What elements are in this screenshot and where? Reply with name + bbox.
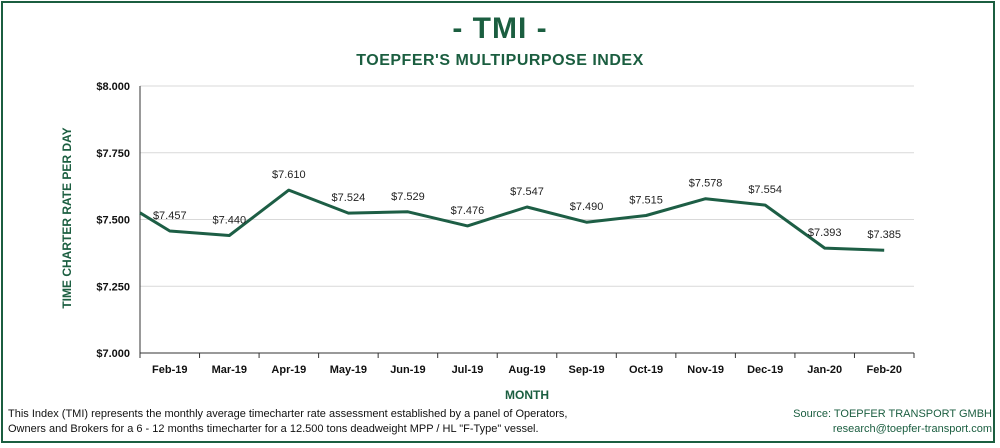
data-label: $7.578: [689, 178, 723, 190]
y-axis-title: TIME CHARTER RATE PER DAY: [60, 127, 74, 308]
x-axis-title: MONTH: [505, 388, 549, 402]
series-tmi: [139, 188, 885, 252]
x-tick-label: May-19: [330, 364, 367, 376]
axes: $7.000 $7.250 $7.500 $7.750 $8.000 Feb-19 Mar-…: [96, 81, 915, 376]
index-description: This Index (TMI) represents the monthly …: [8, 407, 608, 437]
source-credit: Source: TOEPFER TRANSPORT GMBH research@…: [793, 407, 992, 437]
data-label: $7.393: [808, 227, 842, 239]
x-tick-label: Jan-20: [807, 364, 842, 376]
x-tick-label: Oct-19: [629, 364, 663, 376]
x-tick-label: Apr-19: [271, 364, 306, 376]
chart-subtitle: TOEPFER'S MULTIPURPOSE INDEX: [356, 52, 644, 69]
data-label: $7.529: [391, 191, 425, 203]
x-tick-label: Jul-19: [452, 364, 484, 376]
y-tick-label: $8.000: [96, 81, 130, 93]
y-tick-label: $7.500: [96, 215, 130, 227]
x-tick-label: Mar-19: [212, 364, 247, 376]
y-tick-label: $7.750: [96, 148, 130, 160]
y-tick-label: $7.250: [96, 281, 130, 293]
data-label: $7.524: [332, 192, 366, 204]
data-label: $7.610: [272, 169, 306, 181]
source-email[interactable]: research@toepfer-transport.com: [832, 423, 992, 435]
source-name: Source: TOEPFER TRANSPORT GMBH: [793, 408, 992, 420]
chart-title: - TMI -: [452, 12, 548, 45]
data-labels: $7.457 $7.440 $7.610 $7.524 $7.529 $7.476 $7.5…: [153, 169, 901, 241]
data-label: $7.490: [570, 201, 604, 213]
description-line-1: This Index (TMI) represents the monthly …: [8, 408, 568, 420]
series-line: [139, 188, 885, 252]
x-tick-label: Dec-19: [747, 364, 783, 376]
x-tick-label: Feb-19: [152, 364, 187, 376]
data-label: $7.515: [629, 194, 663, 206]
y-tick-label: $7.000: [96, 348, 130, 360]
x-tick-label: Feb-20: [866, 364, 901, 376]
x-tick-label: Nov-19: [687, 364, 724, 376]
data-label: $7.440: [212, 215, 246, 227]
data-label: $7.554: [748, 184, 782, 196]
x-tick-label: Sep-19: [568, 364, 604, 376]
data-label: $7.476: [451, 205, 485, 217]
data-label: $7.547: [510, 186, 544, 198]
x-tick-label: Jun-19: [390, 364, 425, 376]
data-label: $7.385: [867, 229, 901, 241]
description-line-2: Owners and Brokers for a 6 - 12 months t…: [8, 423, 539, 435]
x-tick-label: Aug-19: [508, 364, 545, 376]
data-label: $7.457: [153, 210, 187, 222]
